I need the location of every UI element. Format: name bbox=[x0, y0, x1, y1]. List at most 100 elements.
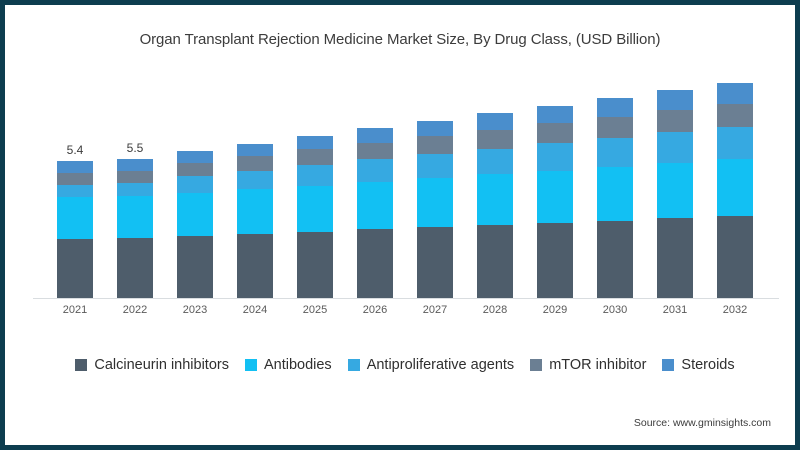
bar-segment-antibodies bbox=[297, 185, 333, 232]
bar-2029[interactable] bbox=[537, 105, 573, 298]
bar-segment-antibodies bbox=[417, 178, 453, 228]
bar-segment-steroids bbox=[537, 105, 573, 124]
plot-area: 5.4 5.5 bbox=[45, 65, 765, 298]
chart-title: Organ Transplant Rejection Medicine Mark… bbox=[139, 31, 661, 48]
legend-swatch-icon bbox=[347, 359, 360, 371]
bar-segment-antibodies bbox=[717, 159, 753, 216]
bar-segment-antiproliferative-agents bbox=[117, 182, 153, 196]
bar-2024[interactable] bbox=[237, 143, 273, 298]
bar-segment-mtor-inhibitor bbox=[177, 163, 213, 177]
bar-2022[interactable] bbox=[117, 158, 153, 298]
bar-segment-steroids bbox=[297, 135, 333, 150]
bar-segment-antibodies bbox=[117, 195, 153, 239]
bar-2028[interactable] bbox=[477, 113, 513, 298]
legend-swatch-icon bbox=[244, 359, 257, 371]
bar-segment-calcineurin-inhibitors bbox=[597, 220, 633, 298]
legend-item-calcineurin-inhibitors[interactable]: Calcineurin inhibitors bbox=[75, 357, 229, 373]
legend-label: Steroids bbox=[681, 357, 735, 373]
bar-segment-steroids bbox=[477, 113, 513, 130]
bar-segment-steroids bbox=[717, 82, 753, 104]
legend-label: mTOR inhibitor bbox=[549, 357, 647, 373]
bar-segment-antiproliferative-agents bbox=[537, 143, 573, 171]
bar-segment-mtor-inhibitor bbox=[537, 123, 573, 144]
bar-segment-mtor-inhibitor bbox=[57, 173, 93, 185]
x-tick-2025: 2025 bbox=[302, 304, 328, 316]
x-axis-tick-labels: 2021 2022 2023 2024 2025 2026 2027 2028 2029 2030… bbox=[45, 304, 765, 324]
bar-segment-mtor-inhibitor bbox=[657, 110, 693, 133]
legend-item-antiproliferative-agents[interactable]: Antiproliferative agents bbox=[347, 357, 514, 373]
bar-segment-steroids bbox=[597, 97, 633, 117]
bar-segment-steroids bbox=[357, 128, 393, 143]
legend-item-antibodies[interactable]: Antibodies bbox=[244, 357, 332, 373]
bar-segment-antibodies bbox=[537, 170, 573, 223]
bar-2030[interactable] bbox=[597, 97, 633, 298]
chart-legend: Calcineurin inhibitors Antibodies Antiprol… bbox=[5, 357, 800, 373]
x-tick-2031: 2031 bbox=[662, 304, 688, 316]
x-tick-2027: 2027 bbox=[422, 304, 448, 316]
bar-segment-antiproliferative-agents bbox=[57, 184, 93, 197]
legend-label: Calcineurin inhibitors bbox=[94, 357, 229, 373]
bar-2021[interactable] bbox=[57, 161, 93, 298]
bar-value-label-2022: 5.5 bbox=[126, 140, 144, 155]
x-tick-2021: 2021 bbox=[62, 304, 88, 316]
bar-segment-mtor-inhibitor bbox=[597, 116, 633, 138]
bar-segment-calcineurin-inhibitors bbox=[537, 222, 573, 298]
legend-swatch-icon bbox=[662, 359, 675, 371]
bar-value-label-2021: 5.4 bbox=[66, 143, 84, 158]
x-tick-2030: 2030 bbox=[602, 304, 628, 316]
bar-segment-calcineurin-inhibitors bbox=[297, 231, 333, 298]
x-tick-2032: 2032 bbox=[722, 304, 748, 316]
legend-item-steroids[interactable]: Steroids bbox=[662, 357, 735, 373]
bar-segment-antiproliferative-agents bbox=[717, 126, 753, 160]
bar-segment-antibodies bbox=[237, 189, 273, 234]
bar-segment-steroids bbox=[117, 158, 153, 171]
bar-segment-antibodies bbox=[57, 196, 93, 239]
bar-segment-antiproliferative-agents bbox=[177, 176, 213, 193]
source-attribution: Source: www.gminsights.com bbox=[633, 417, 771, 429]
bar-2032[interactable] bbox=[717, 82, 753, 298]
bar-segment-antibodies bbox=[177, 192, 213, 237]
bar-2026[interactable] bbox=[357, 128, 393, 298]
x-axis-line bbox=[33, 298, 779, 299]
bar-segment-antibodies bbox=[597, 167, 633, 221]
bar-segment-calcineurin-inhibitors bbox=[237, 233, 273, 298]
bar-segment-antiproliferative-agents bbox=[657, 132, 693, 164]
bar-segment-mtor-inhibitor bbox=[717, 103, 753, 127]
bar-segment-steroids bbox=[57, 161, 93, 174]
bar-segment-antiproliferative-agents bbox=[297, 165, 333, 186]
bar-segment-steroids bbox=[417, 120, 453, 137]
bar-segment-mtor-inhibitor bbox=[237, 155, 273, 171]
legend-label: Antibodies bbox=[263, 357, 332, 373]
bar-segment-mtor-inhibitor bbox=[117, 170, 153, 183]
bar-segment-calcineurin-inhibitors bbox=[357, 229, 393, 298]
bar-segment-antibodies bbox=[657, 163, 693, 219]
bar-segment-steroids bbox=[657, 90, 693, 111]
bar-segment-antiproliferative-agents bbox=[417, 153, 453, 179]
bar-segment-calcineurin-inhibitors bbox=[717, 215, 753, 298]
bar-segment-steroids bbox=[237, 143, 273, 156]
bar-segment-antibodies bbox=[477, 174, 513, 225]
x-tick-2022: 2022 bbox=[122, 304, 148, 316]
bar-2027[interactable] bbox=[417, 120, 453, 298]
bar-2031[interactable] bbox=[657, 90, 693, 298]
legend-item-mtor-inhibitor[interactable]: mTOR inhibitor bbox=[530, 357, 646, 373]
bar-segment-calcineurin-inhibitors bbox=[177, 236, 213, 298]
x-tick-2023: 2023 bbox=[182, 304, 208, 316]
bar-segment-antibodies bbox=[357, 182, 393, 230]
bar-segment-mtor-inhibitor bbox=[417, 136, 453, 154]
bar-segment-calcineurin-inhibitors bbox=[417, 227, 453, 298]
bar-2025[interactable] bbox=[297, 135, 333, 298]
legend-swatch-icon bbox=[75, 359, 88, 371]
x-tick-2024: 2024 bbox=[242, 304, 268, 316]
bar-segment-antiproliferative-agents bbox=[597, 137, 633, 168]
x-tick-2026: 2026 bbox=[362, 304, 388, 316]
bar-segment-calcineurin-inhibitors bbox=[57, 238, 93, 298]
bar-2023[interactable] bbox=[177, 151, 213, 298]
bar-segment-steroids bbox=[177, 151, 213, 164]
bar-segment-mtor-inhibitor bbox=[297, 149, 333, 166]
bar-segment-mtor-inhibitor bbox=[477, 129, 513, 149]
bar-segment-calcineurin-inhibitors bbox=[117, 238, 153, 298]
bar-segment-antiproliferative-agents bbox=[237, 170, 273, 190]
x-tick-2028: 2028 bbox=[482, 304, 508, 316]
